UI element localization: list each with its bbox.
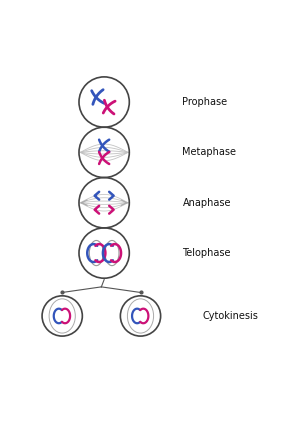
Text: Prophase: Prophase — [182, 97, 228, 107]
Text: Cytokinesis: Cytokinesis — [202, 311, 258, 321]
Text: Telophase: Telophase — [182, 248, 231, 258]
Text: Anaphase: Anaphase — [182, 198, 231, 208]
Text: Metaphase: Metaphase — [182, 147, 236, 157]
